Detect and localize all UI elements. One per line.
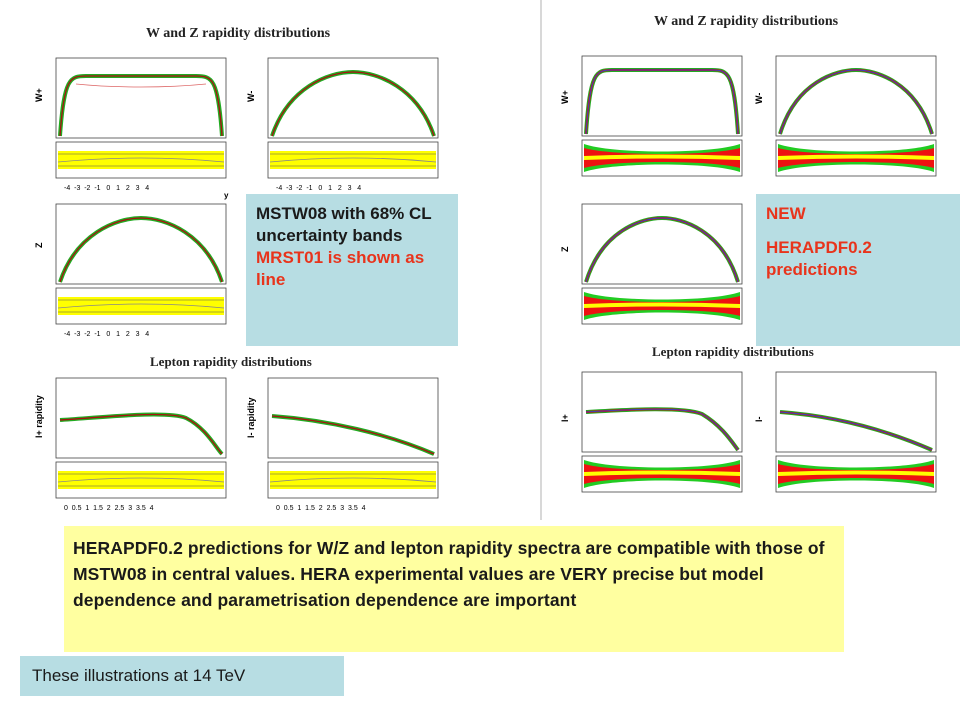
rylabel-z: Z — [560, 246, 570, 252]
xticks-lplus: 0 0.5 1 1.5 2 2.5 3 3.5 4 — [64, 505, 154, 512]
ylabel-z: Z — [34, 242, 44, 248]
xticks-lminus: 0 0.5 1 1.5 2 2.5 3 3.5 4 — [276, 505, 366, 512]
rplot-z — [581, 203, 743, 325]
callout-left-text: MSTW08 with 68% CL uncertainty bands — [256, 204, 432, 245]
left-figure-title: W and Z rapidity distributions — [146, 26, 331, 41]
plot-z — [55, 203, 227, 325]
rplot-lplus — [581, 371, 743, 493]
rylabel-lplus: l+ — [560, 414, 570, 422]
figure-separator — [540, 0, 542, 520]
ylabel-lminus: l- rapidity — [246, 397, 256, 438]
callout-left-red-text: MRST01 is shown as line — [256, 248, 425, 289]
ylabel-wminus: W- — [246, 91, 256, 102]
herapdf-callout: NEW HERAPDF0.2 predictions — [756, 194, 960, 346]
plot-lminus — [267, 377, 439, 499]
xticks-z: -4 -3 -2 -1 0 1 2 3 4 — [64, 331, 149, 338]
xticks-wminus: -4 -3 -2 -1 0 1 2 3 4 — [276, 185, 361, 192]
right-figure-title: W and Z rapidity distributions — [654, 14, 839, 29]
xlabel-y: y — [224, 191, 229, 200]
rylabel-wplus: W+ — [560, 90, 570, 104]
energy-note: These illustrations at 14 TeV — [20, 656, 344, 696]
energy-note-text: These illustrations at 14 TeV — [32, 666, 246, 685]
mstw08-callout: MSTW08 with 68% CL uncertainty bands MRS… — [246, 194, 458, 346]
rplot-lminus — [775, 371, 937, 493]
plot-lplus — [55, 377, 227, 499]
plot-wminus — [267, 57, 439, 179]
left-lepton-title: Lepton rapidity distributions — [150, 354, 312, 369]
callout-new-label: NEW — [766, 204, 806, 223]
callout-right-text: HERAPDF0.2 predictions — [766, 238, 872, 279]
ylabel-wplus: W+ — [34, 88, 44, 102]
ylabel-lplus: l+ rapidity — [34, 395, 44, 438]
right-lepton-title: Lepton rapidity distributions — [652, 344, 814, 359]
xticks-wplus: -4 -3 -2 -1 0 1 2 3 4 — [64, 185, 149, 192]
herapdf-plots: W+ W- Z l+ l- — [560, 55, 937, 493]
rplot-wminus — [775, 55, 937, 177]
plot-wplus — [55, 57, 227, 179]
rplot-wplus — [581, 55, 743, 177]
summary-text: HERAPDF0.2 predictions for W/Z and lepto… — [73, 538, 825, 610]
mstw08-plots: W+ W- Z l+ rapidity l- rapidity -4 -3 -2… — [34, 57, 439, 512]
summary-box: HERAPDF0.2 predictions for W/Z and lepto… — [64, 526, 844, 652]
rylabel-wminus: W- — [754, 93, 764, 104]
rylabel-lminus: l- — [754, 416, 764, 422]
